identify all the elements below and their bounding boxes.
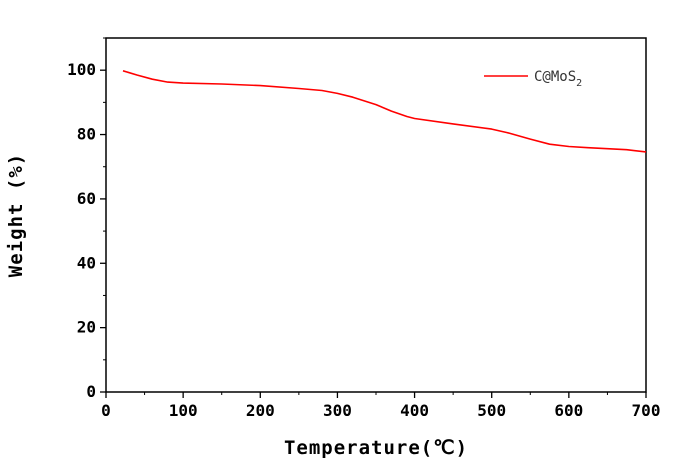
x-tick-label: 300 [323,401,352,420]
tick-labels: 0 100 200 300 400 500 600 700 0 20 40 60 80 100 [67,60,660,420]
series-line-c-mos2 [122,70,647,153]
y-tick-label: 20 [77,318,96,337]
x-tick-label: 500 [477,401,506,420]
y-tick-label: 60 [77,189,96,208]
axis-ticks [100,37,647,398]
y-tick-label: 0 [86,382,96,401]
legend: C@MoS2 [484,69,582,89]
x-axis-title: Temperature(℃) [284,437,468,459]
y-axis-title: Weight (%) [5,153,27,277]
y-tick-label: 40 [77,253,96,272]
x-tick-label: 700 [632,401,661,420]
x-tick-label: 400 [400,401,429,420]
x-tick-label: 600 [554,401,583,420]
legend-label: C@MoS2 [534,69,582,89]
legend-label-subscript: 2 [576,78,582,89]
plot-frame [105,37,647,393]
y-tick-label: 80 [77,125,96,144]
x-tick-label: 200 [246,401,275,420]
x-tick-label: 0 [101,401,111,420]
y-tick-label: 100 [67,60,96,79]
x-tick-label: 100 [169,401,198,420]
legend-label-main: C@MoS [534,69,576,85]
